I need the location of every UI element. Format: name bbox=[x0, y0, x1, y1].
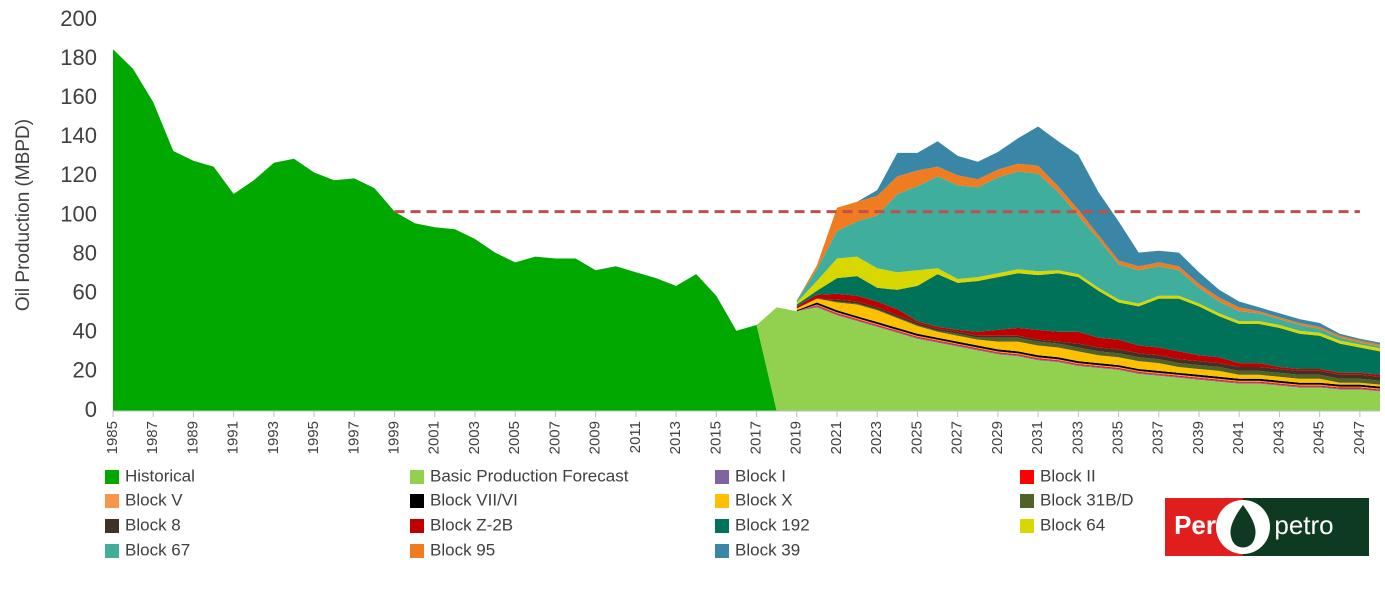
legend-label: Block VII/VI bbox=[430, 490, 518, 509]
x-tick-label: 2013 bbox=[667, 421, 684, 454]
x-tick-label: 2005 bbox=[506, 421, 523, 454]
x-tick-label: 2043 bbox=[1270, 421, 1287, 454]
legend-label: Block 192 bbox=[735, 515, 810, 534]
legend-swatch bbox=[105, 544, 119, 558]
logo: Perú petro bbox=[1165, 498, 1369, 556]
x-tick-label: 1999 bbox=[386, 421, 403, 454]
x-tick-label: 2029 bbox=[989, 421, 1006, 454]
legend-swatch bbox=[715, 544, 729, 558]
x-tick-label: 2023 bbox=[868, 421, 885, 454]
legend-swatch bbox=[105, 494, 119, 508]
y-tick-label: 120 bbox=[60, 162, 97, 187]
legend-label: Block X bbox=[735, 490, 793, 509]
x-tick-label: 2011 bbox=[627, 421, 644, 453]
legend-swatch bbox=[410, 519, 424, 533]
legend-label: Block 95 bbox=[430, 540, 495, 559]
y-tick-label: 200 bbox=[60, 6, 97, 31]
y-tick-label: 60 bbox=[73, 280, 97, 305]
legend-label: Block 64 bbox=[1040, 515, 1105, 534]
x-tick-label: 1991 bbox=[225, 421, 242, 454]
plot-area: 0 20 40 60 80 100 120 140 160 180 200 1985 1987 1989 1… bbox=[60, 6, 1380, 454]
legend-swatch bbox=[410, 470, 424, 484]
legend-swatch bbox=[1020, 519, 1034, 533]
x-tick-label: 2037 bbox=[1150, 421, 1167, 454]
legend-swatch bbox=[715, 519, 729, 533]
y-tick-label: 80 bbox=[73, 240, 97, 265]
legend-swatch bbox=[410, 494, 424, 508]
area bbox=[796, 163, 1380, 347]
x-tick-label: 1993 bbox=[265, 421, 282, 454]
x-tick-label: 2001 bbox=[426, 421, 443, 454]
x-tick-label: 2025 bbox=[908, 421, 925, 454]
x-tick-label: 2047 bbox=[1351, 421, 1368, 454]
x-tick-label: 2015 bbox=[707, 421, 724, 454]
area bbox=[796, 171, 1380, 349]
area bbox=[796, 298, 1380, 381]
logo-drop bbox=[1230, 505, 1256, 548]
legend-swatch bbox=[715, 470, 729, 484]
x-tick-label: 2019 bbox=[788, 421, 805, 454]
y-tick-label: 180 bbox=[60, 45, 97, 70]
area bbox=[796, 273, 1380, 375]
y-tick-label: 20 bbox=[73, 358, 97, 383]
y-tick-label: 140 bbox=[60, 123, 97, 148]
x-tick-label: 2041 bbox=[1230, 421, 1247, 454]
area bbox=[796, 298, 1380, 385]
x-tick-label: 1995 bbox=[305, 421, 322, 454]
legend: Historical Basic Production Forecast Block… bbox=[105, 466, 1134, 559]
legend-swatch bbox=[1020, 494, 1034, 508]
x-tick-label: 2017 bbox=[748, 421, 765, 454]
area bbox=[756, 307, 1380, 411]
y-tick-label: 40 bbox=[73, 319, 97, 344]
x-tick-label: 2021 bbox=[828, 421, 845, 454]
y-axis-title: Oil Production (MBPD) bbox=[13, 119, 34, 311]
legend-swatch bbox=[105, 519, 119, 533]
logo-text: petro bbox=[1274, 510, 1333, 540]
x-tick-label: 2009 bbox=[587, 421, 604, 454]
legend-label: Block 8 bbox=[125, 515, 181, 534]
legend-label: Block Z-2B bbox=[430, 515, 513, 534]
legend-swatch bbox=[1020, 470, 1034, 484]
x-tick-label: 2027 bbox=[949, 421, 966, 454]
x-tick-label: 1985 bbox=[104, 421, 121, 454]
area bbox=[113, 49, 777, 412]
legend-label: Basic Production Forecast bbox=[430, 466, 629, 485]
legend-swatch bbox=[105, 470, 119, 484]
y-tick-label: 100 bbox=[60, 201, 97, 226]
x-tick-label: 2039 bbox=[1190, 421, 1207, 454]
legend-label: Block 31B/D bbox=[1040, 490, 1134, 509]
y-tick-label: 160 bbox=[60, 84, 97, 109]
x-tick-label: 1989 bbox=[184, 421, 201, 454]
x-tick-label: 2003 bbox=[466, 421, 483, 454]
y-tick-label: 0 bbox=[85, 397, 97, 422]
area bbox=[796, 256, 1380, 352]
x-tick-label: 2031 bbox=[1029, 421, 1046, 454]
logo-text: Perú bbox=[1174, 510, 1232, 540]
legend-label: Historical bbox=[125, 466, 195, 485]
x-tick-label: 2045 bbox=[1311, 421, 1328, 454]
x-tick-label: 1997 bbox=[345, 421, 362, 454]
legend-swatch bbox=[410, 544, 424, 558]
area bbox=[796, 298, 1380, 387]
x-tick-label: 1987 bbox=[144, 421, 161, 454]
legend-swatch bbox=[715, 494, 729, 508]
legend-label: Block 67 bbox=[125, 540, 190, 559]
legend-label: Block V bbox=[125, 490, 183, 509]
x-tick-label: 2033 bbox=[1069, 421, 1086, 454]
area bbox=[796, 293, 1380, 377]
legend-label: Block II bbox=[1040, 466, 1096, 485]
legend-label: Block 39 bbox=[735, 540, 800, 559]
x-tick-label: 2035 bbox=[1110, 421, 1127, 454]
legend-label: Block I bbox=[735, 466, 786, 485]
x-tick-label: 2007 bbox=[546, 421, 563, 454]
